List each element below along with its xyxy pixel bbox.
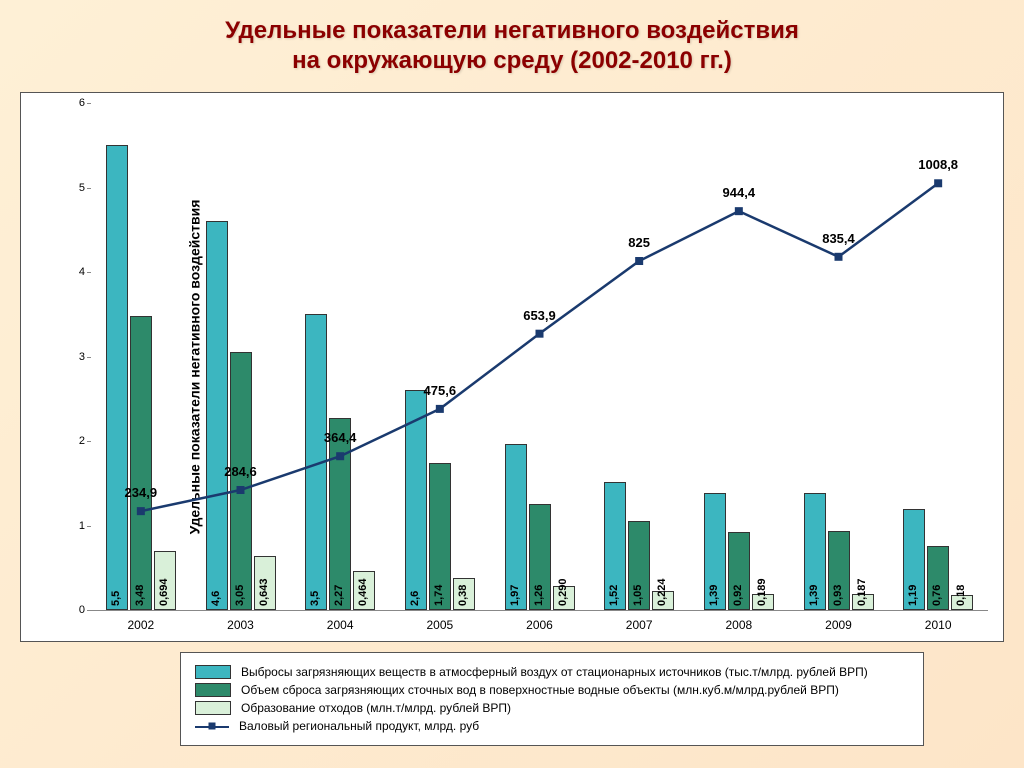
x-category: 2007: [626, 618, 653, 632]
y-tick: 5: [61, 182, 85, 194]
legend-label: Объем сброса загрязняющих сточных вод в …: [241, 683, 839, 697]
x-category: 2009: [825, 618, 852, 632]
x-category: 2006: [526, 618, 553, 632]
legend-item: Выбросы загрязняющих веществ в атмосферн…: [195, 665, 909, 679]
line-point-label: 653,9: [523, 308, 556, 323]
y-tick: 2: [61, 435, 85, 447]
legend-line-swatch: [195, 719, 229, 733]
x-category: 2002: [127, 618, 154, 632]
x-category: 2004: [327, 618, 354, 632]
line-point-label: 825: [628, 235, 650, 250]
y-tick: 0: [61, 604, 85, 616]
legend-swatch: [195, 665, 231, 679]
legend-item: Образование отходов (млн.т/млрд. рублей …: [195, 701, 909, 715]
legend: Выбросы загрязняющих веществ в атмосферн…: [180, 652, 924, 746]
line-point-label: 475,6: [424, 383, 457, 398]
legend-label: Валовый региональный продукт, млрд. руб: [239, 719, 479, 733]
title-line1: Удельные показатели негативного воздейст…: [225, 17, 799, 44]
legend-label: Образование отходов (млн.т/млрд. рублей …: [241, 701, 511, 715]
y-tick: 3: [61, 351, 85, 363]
legend-swatch: [195, 701, 231, 715]
line-point-label: 284,6: [224, 464, 257, 479]
line-point-label: 944,4: [723, 185, 756, 200]
x-category: 2003: [227, 618, 254, 632]
x-category: 2005: [426, 618, 453, 632]
line-point-label: 364,4: [324, 430, 357, 445]
title-line2: на окружающую среду (2002-2010 гг.): [292, 47, 732, 74]
legend-item: Объем сброса загрязняющих сточных вод в …: [195, 683, 909, 697]
legend-item: Валовый региональный продукт, млрд. руб: [195, 719, 909, 733]
chart-title: Удельные показатели негативного воздейст…: [0, 0, 1024, 84]
y-tick: 4: [61, 266, 85, 278]
line-series: [91, 103, 988, 610]
x-category: 2010: [925, 618, 952, 632]
legend-swatch: [195, 683, 231, 697]
plot-area: 012345620025,53,480,69420034,63,050,6432…: [91, 103, 988, 611]
legend-label: Выбросы загрязняющих веществ в атмосферн…: [241, 665, 868, 679]
y-tick: 6: [61, 97, 85, 109]
y-tick: 1: [61, 520, 85, 532]
chart-frame: Удельные показатели негативного воздейст…: [20, 92, 1004, 642]
line-point-label: 835,4: [822, 231, 855, 246]
line-point-label: 234,9: [125, 485, 158, 500]
x-category: 2008: [725, 618, 752, 632]
line-point-label: 1008,8: [918, 157, 958, 172]
